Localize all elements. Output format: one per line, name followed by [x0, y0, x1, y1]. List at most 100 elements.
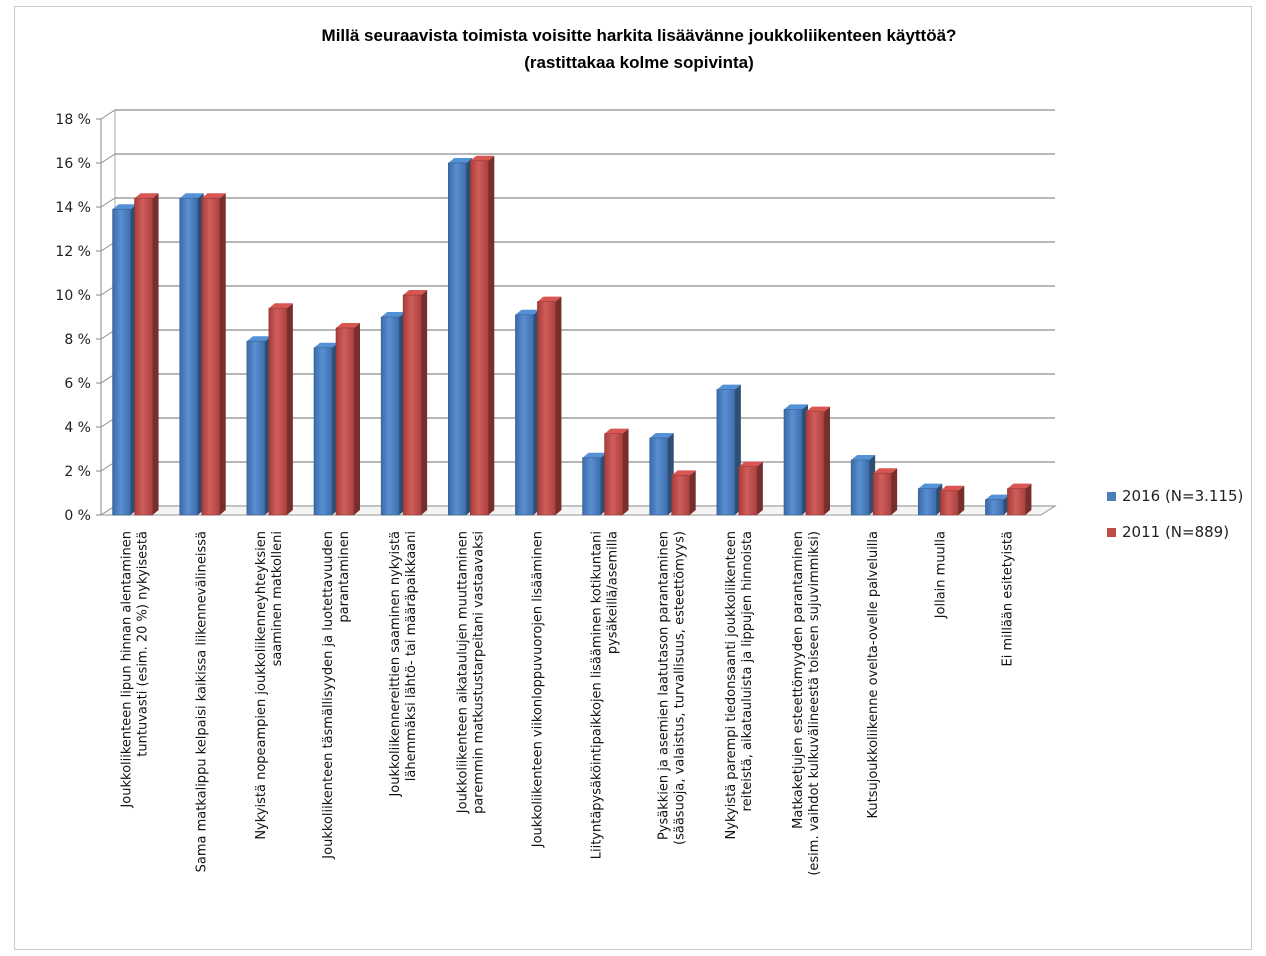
bar-side — [421, 290, 428, 515]
bar-s2011-9 — [738, 461, 763, 516]
bar-side — [488, 155, 495, 516]
y-tick-label: 18 % — [55, 112, 91, 128]
bar-s2011-3 — [335, 323, 360, 516]
y-tick-label: 16 % — [55, 156, 91, 172]
bar-s2011-6 — [537, 296, 562, 516]
gridline-side — [100, 153, 116, 164]
bar-front — [716, 389, 736, 516]
x-tick-label-line: Joukkoliikenteen lipun hinnan alentamine… — [120, 531, 135, 809]
bar-s2011-13 — [1007, 483, 1032, 516]
x-tick-label-line: pysäkeillä/asemilla — [606, 531, 621, 654]
bar-top — [515, 309, 540, 315]
bar-front — [246, 340, 266, 516]
x-tick-label: Kutsujoukkoliikenne ovelta-ovelle palvel… — [866, 531, 881, 819]
bar-s2016-8 — [649, 433, 674, 516]
bar-top — [918, 483, 943, 489]
x-tick-label: Liityntäpysäköintipaikkojen lisääminen k… — [590, 531, 621, 859]
bar-side — [354, 323, 360, 515]
bar-front — [850, 459, 870, 516]
legend-label: 2011 (N=889) — [1122, 523, 1229, 541]
x-axis: Joukkoliikenteen lipun hinnan alentamine… — [120, 531, 1016, 876]
bar-chart: Millä seuraavista toimista voisitte hark… — [55, 26, 1243, 876]
bar-side — [152, 193, 159, 515]
bar-top — [201, 193, 226, 199]
bar-front — [738, 466, 758, 516]
y-axis: 0 % 2 % 4 % 6 % 8 % 10 % 12 % 14 % 16 % 18 % — [55, 112, 101, 524]
y-tick-label: 2 % — [64, 464, 91, 480]
bar-top — [381, 312, 406, 317]
bar-front — [805, 411, 825, 516]
bar-top — [336, 323, 360, 328]
bar-front — [872, 472, 892, 516]
bar-s2016-12 — [917, 483, 943, 516]
bar-top — [112, 204, 137, 210]
bar-top — [1007, 483, 1032, 489]
bar-s2016-3 — [313, 342, 338, 516]
x-tick-label-line: saaminen matkolleni — [270, 531, 285, 666]
bar-side — [689, 470, 696, 515]
legend-item-1: 2011 (N=889) — [1107, 523, 1229, 541]
bar-front — [783, 409, 803, 516]
bar-s2016-0 — [112, 204, 137, 516]
bar-front — [469, 160, 489, 516]
bar-front — [939, 490, 959, 516]
bar-front — [604, 433, 623, 516]
bar-s2011-10 — [805, 406, 830, 516]
bar-s2016-5 — [447, 158, 473, 516]
bar-side — [891, 468, 898, 515]
x-tick-label-line: Jollain muulla — [933, 531, 948, 619]
bar-front — [1007, 488, 1026, 516]
x-tick-label-line: Matkaketjujen esteettömyyden parantamine… — [791, 531, 806, 829]
bar-s2011-0 — [134, 193, 159, 516]
bar-side — [555, 296, 562, 515]
bar-side — [286, 303, 293, 515]
y-tick-label: 10 % — [55, 288, 91, 304]
bar-top — [649, 433, 674, 438]
bar-s2016-1 — [179, 193, 204, 516]
x-tick-label-line: tuntuvasti (esim. 20 %) nykyisestä — [136, 531, 151, 757]
x-tick-label: Nykyistä nopeampien joukkoliikenneyhteyk… — [254, 531, 285, 840]
bar-front — [112, 208, 131, 516]
bar-s2011-8 — [671, 470, 696, 516]
x-tick-label-line: reiteistä, aikatauluista ja lippujen hin… — [740, 531, 755, 811]
x-tick-label: Pysäkkien ja asemien laatutason parantam… — [657, 531, 688, 845]
bar-s2016-4 — [380, 312, 406, 516]
bar-s2016-7 — [582, 452, 607, 516]
x-tick-label-line: Joukkoliikenteen täsmällisyyden ja luote… — [321, 531, 336, 860]
x-tick-label: Nykyistä parempi tiedonsaanti joukkoliik… — [724, 531, 755, 839]
x-tick-label-line: Joukkoliikenteen aikataulujen muuttamine… — [455, 531, 470, 814]
y-tick-label: 12 % — [55, 244, 91, 260]
x-tick-label-line: Kutsujoukkoliikenne ovelta-ovelle palvel… — [866, 531, 881, 819]
bar-front — [917, 488, 937, 516]
bar-front — [402, 294, 422, 516]
bar-top — [873, 468, 898, 474]
x-tick-label-line: Joukkoliikennereittien saaminen nykyistä — [388, 531, 403, 798]
bar-front — [649, 437, 669, 516]
chart-title: Millä seuraavista toimista voisitte hark… — [322, 26, 957, 45]
bar-side — [756, 461, 763, 515]
bar-front — [515, 314, 534, 516]
bar-top — [716, 384, 741, 390]
bar-s2011-1 — [201, 193, 226, 516]
bar-top — [671, 470, 696, 476]
x-tick-label-line: Nykyistä parempi tiedonsaanti joukkoliik… — [724, 531, 739, 839]
x-tick-label-line: Ei millään esitetyistä — [1000, 531, 1015, 666]
legend-swatch — [1107, 528, 1116, 537]
gridline-side — [100, 197, 116, 208]
bar-top — [537, 296, 562, 302]
gridlines — [99, 109, 1057, 516]
bar-side — [824, 406, 830, 515]
bar-s2016-11 — [850, 455, 876, 516]
bar-front — [268, 307, 288, 516]
bar-front — [582, 457, 601, 516]
bar-side — [622, 428, 629, 515]
x-tick-label-line: parantaminen — [337, 531, 352, 623]
bar-s2011-2 — [268, 303, 293, 516]
x-tick-label-line: Joukkoliikenteen viikonloppuvuorojen lis… — [530, 531, 545, 848]
bar-top — [470, 155, 495, 161]
bar-top — [985, 494, 1010, 500]
bar-s2016-9 — [716, 384, 741, 516]
bar-top — [738, 461, 763, 467]
bar-s2016-10 — [783, 404, 808, 516]
x-tick-label: Joukkoliikenteen lipun hinnan alentamine… — [120, 531, 151, 809]
